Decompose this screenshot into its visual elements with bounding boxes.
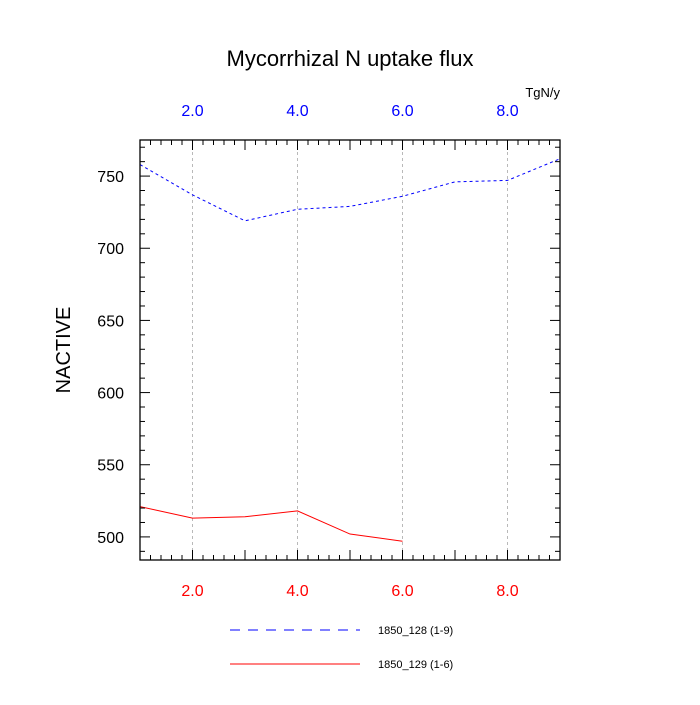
chart-title: Mycorrhizal N uptake flux [227,46,474,71]
series-line-1 [139,158,561,222]
series-line-2 [139,506,403,542]
legend-label-2: 1850_129 (1-6) [378,659,453,671]
x-tick-label-bottom: 6.0 [391,583,413,600]
grid-layer [192,140,508,560]
y-tick-label: 650 [97,313,124,330]
x-tick-label-bottom: 2.0 [181,583,203,600]
y-tick-label: 500 [97,530,124,547]
y-tick-label: 750 [97,169,124,186]
axis-layer: 2.0 2.0 4.0 4.0 6.0 6.0 8.0 8.0 500 550 600 650 700 7… [97,103,561,600]
series-layer [139,158,561,542]
y-tick-label: 700 [97,241,124,258]
x-tick-label-top: 6.0 [391,103,413,120]
x-tick-label-top: 4.0 [286,103,308,120]
x-tick-label-top: 8.0 [496,103,518,120]
y-tick-label: 600 [97,386,124,403]
units-label: TgN/y [525,85,560,100]
x-tick-label-bottom: 4.0 [286,583,308,600]
x-tick-label-bottom: 8.0 [496,583,518,600]
legend-label-1: 1850_128 (1-9) [378,625,453,637]
y-axis-label: NACTIVE [53,307,75,394]
plot-frame [139,139,561,561]
x-tick-label-top: 2.0 [181,103,203,120]
legend: 1850_128 (1-9) 1850_129 (1-6) [230,625,453,671]
y-tick-label: 550 [97,458,124,475]
